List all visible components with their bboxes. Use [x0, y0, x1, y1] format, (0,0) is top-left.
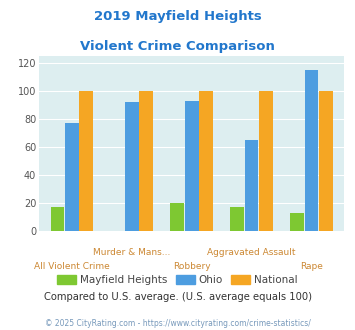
Bar [125, 102, 139, 231]
Bar [290, 213, 304, 231]
Text: All Violent Crime: All Violent Crime [34, 262, 110, 272]
Bar [170, 203, 184, 231]
Bar [259, 91, 273, 231]
Legend: Mayfield Heights, Ohio, National: Mayfield Heights, Ohio, National [53, 271, 302, 289]
Bar [80, 91, 93, 231]
Bar [185, 101, 198, 231]
Bar [51, 207, 65, 231]
Bar [199, 91, 213, 231]
Text: Murder & Mans...: Murder & Mans... [93, 248, 170, 257]
Bar [65, 123, 79, 231]
Bar [139, 91, 153, 231]
Text: Robbery: Robbery [173, 262, 211, 272]
Text: Aggravated Assault: Aggravated Assault [207, 248, 296, 257]
Bar [230, 207, 244, 231]
Text: Compared to U.S. average. (U.S. average equals 100): Compared to U.S. average. (U.S. average … [44, 292, 311, 302]
Text: Rape: Rape [300, 262, 323, 272]
Text: Violent Crime Comparison: Violent Crime Comparison [80, 40, 275, 52]
Bar [245, 140, 258, 231]
Bar [305, 70, 318, 231]
Text: © 2025 CityRating.com - https://www.cityrating.com/crime-statistics/: © 2025 CityRating.com - https://www.city… [45, 319, 310, 328]
Bar [319, 91, 333, 231]
Text: 2019 Mayfield Heights: 2019 Mayfield Heights [94, 10, 261, 23]
